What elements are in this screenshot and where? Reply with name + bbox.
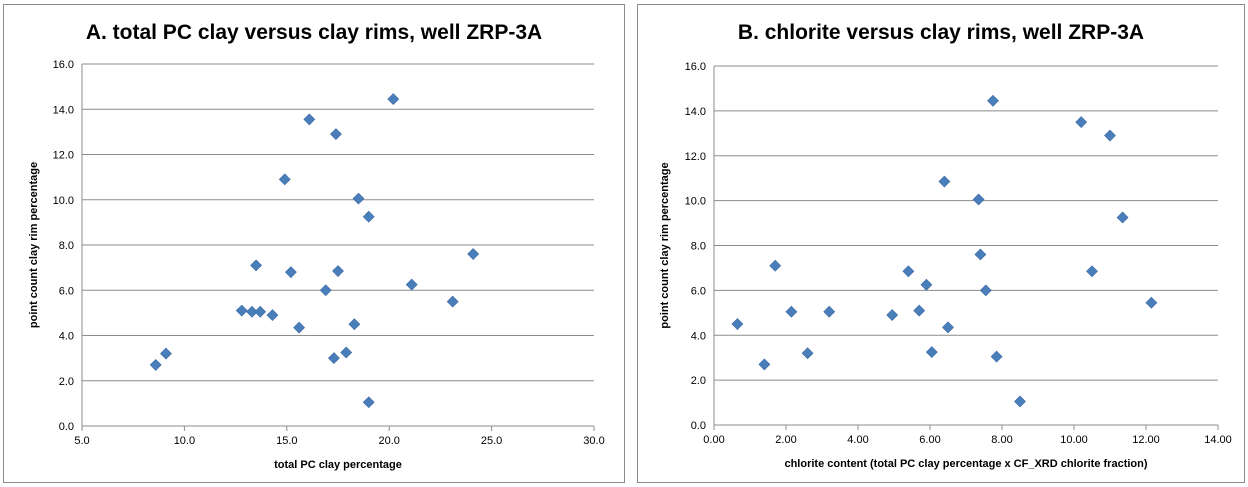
data-point-marker <box>327 352 340 365</box>
y-tick-label: 14.0 <box>685 106 706 118</box>
y-tick-label: 2.0 <box>691 375 706 387</box>
y-tick-label: 16.0 <box>685 61 706 73</box>
data-point-marker <box>913 304 926 317</box>
y-tick-label: 16.0 <box>53 59 74 71</box>
data-point-marker <box>303 113 316 126</box>
y-tick-label: 8.0 <box>59 240 74 252</box>
x-tick-label: 8.00 <box>991 434 1012 446</box>
data-point-marker <box>467 248 480 260</box>
y-tick-label: 8.0 <box>691 241 706 253</box>
data-point-marker <box>731 318 744 330</box>
scatter-plot-b: 0.0 2.0 4.0 6.0 8.0 10.0 12.0 14.0 16.0 0.00 2.00 4… <box>659 61 1232 470</box>
data-point-marker <box>330 128 342 141</box>
data-point-marker <box>987 94 999 107</box>
data-point-marker <box>925 346 938 359</box>
data-point-marker <box>886 309 899 321</box>
y-tick-label: 4.0 <box>691 330 706 342</box>
data-point-marker <box>446 295 459 308</box>
y-axis-label: point count clay rim percentage <box>28 162 40 328</box>
x-tick-label: 4.00 <box>847 434 868 446</box>
x-tick-label: 15.0 <box>276 435 297 447</box>
y-tick-label: 10.0 <box>685 196 706 208</box>
scatter-plot-a: 0.0 2.0 4.0 6.0 8.0 10.0 12.0 14.0 16.0 5.0 10.0 15… <box>28 59 605 471</box>
data-point-marker <box>332 265 344 277</box>
data-point-marker <box>1145 296 1158 309</box>
data-point-marker <box>972 193 985 206</box>
x-tick-label: 14.00 <box>1204 434 1232 446</box>
chart-panel-b: B. chlorite versus clay rims, well ZRP-3… <box>637 4 1245 483</box>
data-point-marker <box>801 347 814 360</box>
data-point-marker <box>1075 116 1088 129</box>
y-tick-label: 14.0 <box>53 104 74 116</box>
data-point-marker <box>362 210 375 223</box>
data-point-marker <box>769 259 782 272</box>
data-point-marker <box>990 350 1003 363</box>
data-point-marker <box>979 284 992 297</box>
x-tick-label: 0.00 <box>703 434 724 446</box>
data-point-marker <box>942 321 954 334</box>
data-point-marker <box>1116 211 1129 224</box>
data-point-marker <box>920 278 933 291</box>
data-point-marker <box>1104 129 1116 142</box>
y-axis-label: point count clay rim percentage <box>659 162 671 328</box>
x-tick-label: 10.0 <box>174 435 195 447</box>
y-tick-label: 0.0 <box>691 420 706 432</box>
chart-panel-a: A. total PC clay versus clay rims, well … <box>3 4 625 483</box>
data-point-marker <box>235 304 248 317</box>
x-tick-label: 12.00 <box>1132 434 1160 446</box>
x-tick-label: 6.00 <box>919 434 940 446</box>
data-point-marker <box>160 347 172 360</box>
data-point-marker <box>254 305 267 318</box>
y-tick-label: 4.0 <box>59 331 74 343</box>
data-point-marker <box>246 305 258 318</box>
data-point-marker <box>319 284 332 297</box>
x-tick-label: 5.0 <box>74 435 89 447</box>
y-tick-label: 6.0 <box>59 285 74 297</box>
x-axis-label: chlorite content (total PC clay percenta… <box>784 458 1147 470</box>
x-tick-label: 20.0 <box>378 435 399 447</box>
x-tick-label: 25.0 <box>481 435 502 447</box>
data-point-marker <box>785 305 798 318</box>
y-tick-label: 10.0 <box>53 195 74 207</box>
data-point-marker <box>362 396 375 409</box>
x-tick-label: 2.00 <box>775 434 796 446</box>
data-point-marker <box>284 266 297 279</box>
data-point-marker <box>405 278 418 291</box>
data-point-marker <box>902 265 915 278</box>
data-point-marker <box>293 321 306 334</box>
chart-title-a: A. total PC clay versus clay rims, well … <box>85 21 543 44</box>
data-point-marker <box>352 192 365 205</box>
data-point-marker <box>1086 265 1098 278</box>
x-tick-label: 30.0 <box>583 435 604 447</box>
y-tick-label: 2.0 <box>59 376 74 388</box>
chart-title-b: B. chlorite versus clay rims, well ZRP-3… <box>737 21 1145 44</box>
data-point-marker <box>340 346 353 359</box>
x-axis-label: total PC clay percentage <box>274 459 402 471</box>
data-point-marker <box>758 358 771 371</box>
data-point-marker <box>974 248 987 261</box>
data-point-marker <box>1014 395 1026 408</box>
y-tick-label: 12.0 <box>685 151 706 163</box>
data-point-marker <box>250 259 263 272</box>
y-tick-label: 6.0 <box>691 285 706 297</box>
data-point-marker <box>823 305 836 318</box>
data-point-marker <box>938 175 951 188</box>
data-point-marker <box>387 93 400 105</box>
data-point-marker <box>149 358 162 371</box>
data-point-marker <box>278 173 291 186</box>
data-point-marker <box>266 309 279 322</box>
data-point-marker <box>348 318 361 331</box>
y-tick-label: 12.0 <box>53 150 74 162</box>
x-tick-label: 10.00 <box>1060 434 1088 446</box>
y-tick-label: 0.0 <box>59 421 74 433</box>
